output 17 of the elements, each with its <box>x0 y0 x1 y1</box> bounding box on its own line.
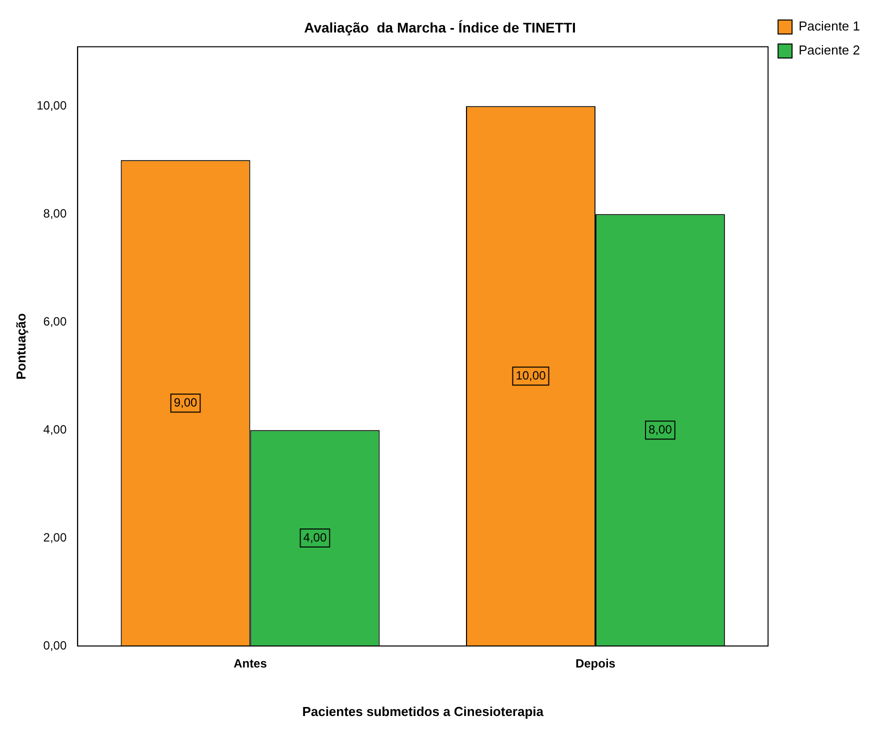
y-tick-label: 6,00 <box>43 314 67 328</box>
x-tick-label: Antes <box>234 656 268 671</box>
legend-label: Paciente 2 <box>798 42 860 58</box>
data-label: 8,00 <box>648 422 672 436</box>
data-label: 4,00 <box>303 530 327 544</box>
x-axis-title: Pacientes submetidos a Cinesioterapia <box>302 704 544 719</box>
y-tick-label: 0,00 <box>43 638 67 652</box>
chart-title: Avaliação da Marcha - Índice de TINETTI <box>304 19 576 36</box>
y-tick-label: 10,00 <box>36 98 67 112</box>
y-tick-label: 8,00 <box>43 206 67 220</box>
data-label: 9,00 <box>174 395 198 410</box>
x-tick-label: Depois <box>575 656 616 671</box>
y-tick-label: 2,00 <box>43 530 67 544</box>
y-axis-title: Pontuação <box>13 313 28 380</box>
y-tick-label: 4,00 <box>43 422 67 436</box>
data-label: 10,00 <box>516 368 546 382</box>
legend-label: Paciente 1 <box>798 18 860 34</box>
